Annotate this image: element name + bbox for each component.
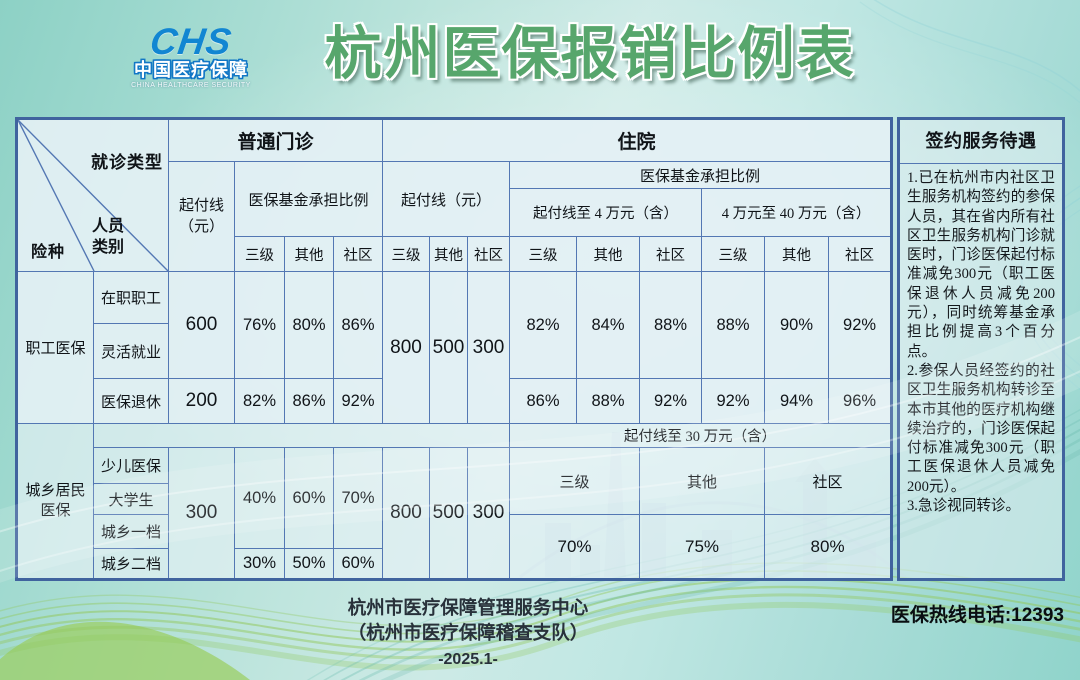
contract-note-3: 3.急诊视同转诊。 [907,498,1021,515]
cell-emp-inp-active-b2-t3: 88% [701,271,766,379]
contract-services-panel: 签约服务待遇 1.已在杭州市内社区卫生服务机构签约的参保人员，其在省内所有社区卫… [897,117,1065,581]
header-res-tier-community: 社区 [764,447,893,515]
cell-emp-inp-retired-b2-other: 94% [764,378,830,424]
contract-services-notes: 1.已在杭州市内社区卫生服务机构签约的参保人员，其在省内所有社区卫生服务机构门诊… [900,164,1062,516]
footer-org-name: 杭州市医疗保障管理服务中心 [347,597,589,618]
header-inpatient: 住院 [382,118,893,162]
header-res-tier-other: 其他 [639,447,766,515]
cell-emp-inp-deductible-t3: 800 [382,271,431,424]
cell-emp-inp-retired-b2-community: 96% [828,378,893,424]
chs-logo-acronym: CHS [147,21,235,62]
header-band-4-40: 4 万元至 40 万元（含） [701,188,893,237]
header-outp-tier-community: 社区 [332,236,384,272]
header-inpded-tier-community: 社区 [467,236,511,272]
cell-emp-inp-retired-b1-community: 92% [639,378,703,424]
corner-label-person-category: 人员 类别 [92,218,125,256]
cell-res-inp-deductible-community: 300 [467,447,511,580]
group-resident: 城乡居民 医保 [16,423,94,580]
header-outpatient-deductible: 起付线 （元） [168,161,235,272]
cell-emp-inp-deductible-other: 500 [429,271,469,424]
chs-logo-name-en: CHINA HEALTHCARE SECURITY [131,82,251,89]
contract-note-2: 2.参保人员经签约的社区卫生服务机构转诊至本市其他的医疗机构继续治疗的，门诊医保… [907,362,1055,495]
header-band2-tier-community: 社区 [828,236,893,272]
header-band2-tier-other: 其他 [764,236,830,272]
cell-res-outp-upper-t3: 40% [234,447,285,549]
cell-emp-outp-active-t3: 76% [234,271,285,379]
row-label-active-employee: 在职职工 [93,271,169,324]
group-employee: 职工医保 [16,271,94,424]
header-inpded-tier-3: 三级 [382,236,431,272]
cell-res-inp-deductible-t3: 800 [382,447,431,580]
header-band-0-30: 起付线至 30 万元（含） [509,423,893,448]
cell-res-outp-deductible: 300 [168,447,235,580]
cell-res-outp-upper-other: 60% [284,447,334,549]
corner-label-visit-type: 就诊类型 [91,153,163,172]
footer-organization: 杭州市医疗保障管理服务中心 （杭州市医疗保障稽查支队） -2025.1- [288,597,648,670]
cell-emp-inp-retired-b1-other: 88% [576,378,641,424]
cell-res-inp-deductible-other: 500 [429,447,469,580]
footer-date: -2025.1- [438,651,498,668]
cell-emp-inp-active-b1-community: 88% [639,271,703,379]
cell-resident-strip-empty [92,423,511,448]
header-inpatient-fund-ratio: 医保基金承担比例 [509,161,893,189]
poster-title: 杭州医保报销比例表 [324,23,856,86]
header-res-tier-3: 三级 [509,447,641,515]
chs-logo: CHS 中国医疗保障 CHINA HEALTHCARE SECURITY [120,21,262,90]
header-contract-services: 签约服务待遇 [900,120,1062,164]
cell-emp-outp-retired-other: 86% [284,378,334,424]
corner-header-cell: 就诊类型 人员 类别 险种 [16,118,169,272]
cell-res-outp-tier2-community: 60% [332,548,384,580]
cell-emp-outp-deductible-retired: 200 [168,378,235,424]
header-inpded-tier-other: 其他 [429,236,469,272]
cell-res-inp-other: 75% [639,514,766,580]
header-outp-tier-3: 三级 [234,236,285,272]
header-band1-tier-other: 其他 [576,236,641,272]
header-band2-tier-3: 三级 [701,236,766,272]
cell-res-inp-community: 80% [764,514,893,580]
cell-emp-outp-retired-t3: 82% [234,378,285,424]
cell-emp-inp-active-b1-t3: 82% [509,271,578,379]
cell-emp-outp-retired-community: 92% [332,378,384,424]
cell-emp-inp-active-b1-other: 84% [576,271,641,379]
cell-emp-inp-retired-b1-t3: 86% [509,378,578,424]
row-label-child-insurance: 少儿医保 [93,447,169,484]
chs-logo-name-cn: 中国医疗保障 [134,60,248,80]
row-label-flexible-employment: 灵活就业 [93,323,169,379]
header-outpatient-fund-ratio: 医保基金承担比例 [233,161,384,237]
header-band1-tier-community: 社区 [639,236,703,272]
cell-emp-outp-deductible-active: 600 [168,271,235,379]
cell-res-outp-tier2-t3: 30% [234,548,285,580]
corner-label-insurance-type: 险种 [31,244,66,261]
cell-emp-inp-active-b2-community: 92% [828,271,893,379]
header-outpatient: 普通门诊 [167,118,384,162]
header-band-0-4: 起付线至 4 万元（含） [509,188,703,237]
reimbursement-table: 就诊类型 人员 类别 险种 普通门诊 住院 起付线 （元） 医保基金承担比例 起… [15,117,894,581]
cell-emp-inp-retired-b2-t3: 92% [701,378,766,424]
header-band1-tier-3: 三级 [509,236,578,272]
cell-res-inp-t3: 70% [509,514,641,580]
corner-diagonal-lines [18,120,168,271]
row-label-urban-rural-tier1: 城乡一档 [93,514,169,549]
cell-emp-inp-deductible-community: 300 [467,271,511,424]
row-label-university-student: 大学生 [93,483,169,515]
row-label-urban-rural-tier2: 城乡二档 [93,548,169,580]
cell-res-outp-tier2-other: 50% [284,548,334,580]
cell-emp-outp-active-other: 80% [284,271,334,379]
cell-emp-inp-active-b2-other: 90% [764,271,830,379]
cell-res-outp-upper-community: 70% [332,447,384,549]
cell-emp-outp-active-community: 86% [332,271,384,379]
row-label-retired: 医保退休 [93,378,169,424]
header-outp-tier-other: 其他 [284,236,334,272]
header-inpatient-deductible: 起付线（元） [382,161,511,237]
footer-org-subname: （杭州市医疗保障稽查支队） [347,622,589,643]
contract-note-1: 1.已在杭州市内社区卫生服务机构签约的参保人员，其在省内所有社区卫生服务机构门诊… [907,170,1055,360]
hotline-number: 医保热线电话:12393 [890,605,1064,626]
